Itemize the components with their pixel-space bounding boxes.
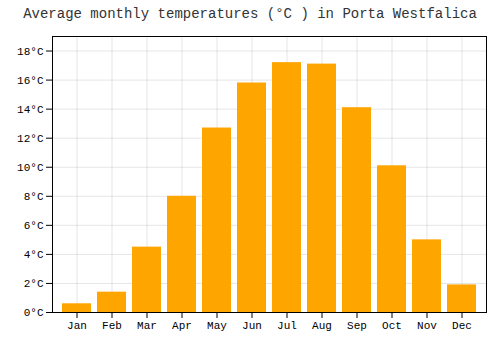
svg-text:May: May (207, 320, 227, 332)
html-text:Average monthly temperatures (: Average monthly temperatures (°C ) in Po… (23, 6, 477, 22)
svg-text:Jun: Jun (242, 320, 262, 332)
svg-text:Sep: Sep (347, 320, 367, 332)
svg-text:2°C: 2°C (24, 278, 44, 290)
svg-text:Oct: Oct (382, 320, 402, 332)
svg-text:6°C: 6°C (24, 220, 44, 232)
svg-text:Feb: Feb (102, 320, 122, 332)
svg-text:8°C: 8°C (24, 191, 44, 203)
svg-text:Nov: Nov (417, 320, 437, 332)
svg-text:Aug: Aug (312, 320, 332, 332)
svg-text:Apr: Apr (172, 320, 192, 332)
svg-text:14°C: 14°C (17, 104, 44, 116)
svg-text:18°C: 18°C (17, 46, 44, 58)
svg-text:0°C: 0°C (24, 307, 44, 319)
svg-text:Mar: Mar (137, 320, 157, 332)
svg-text:Dec: Dec (452, 320, 472, 332)
svg-text:Jan: Jan (67, 320, 87, 332)
svg-text:10°C: 10°C (17, 162, 44, 174)
svg-text:Jul: Jul (277, 320, 297, 332)
svg-text:12°C: 12°C (17, 133, 44, 145)
svg-text:16°C: 16°C (17, 75, 44, 87)
svg-text:4°C: 4°C (24, 249, 44, 261)
